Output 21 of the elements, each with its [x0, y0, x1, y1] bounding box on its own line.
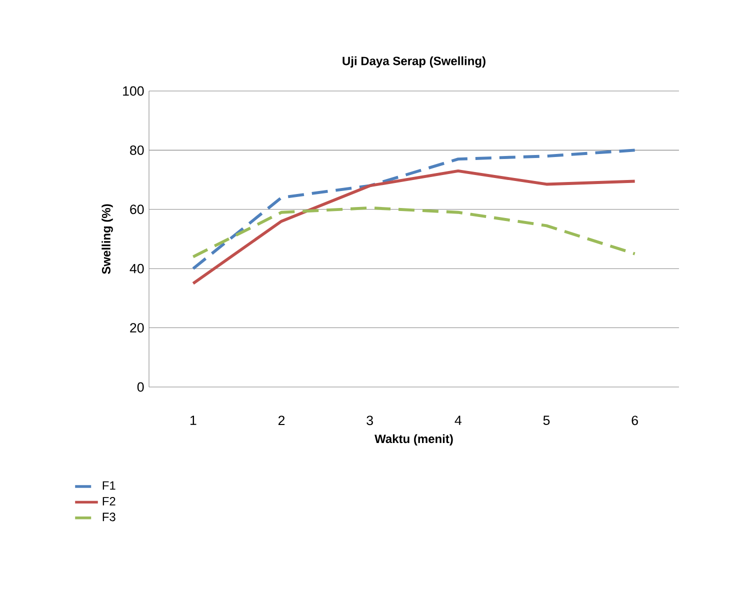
x-tick-label: 6: [632, 416, 638, 426]
x-tick-label: 5: [543, 416, 550, 425]
line-series: [192, 148, 636, 270]
y-tick-label: 20: [130, 323, 144, 333]
line-series: [192, 169, 636, 285]
y-tick-label: 0: [137, 382, 144, 392]
line-series: [192, 206, 636, 258]
y-tick-label: 60: [130, 204, 144, 214]
y-tick-label: 80: [130, 145, 144, 155]
y-axis-title: Swelling (%): [102, 204, 113, 274]
y-tick-label: 100: [123, 86, 144, 96]
x-tick-label: 4: [454, 416, 462, 425]
x-tick-label: 1: [190, 416, 196, 425]
y-tick-label: 40: [130, 264, 144, 274]
x-axis-title: Waktu (menit): [374, 434, 453, 446]
legend-label: F2: [102, 496, 116, 506]
chart-title: Uji Daya Serap (Swelling): [342, 56, 486, 68]
legend-label: F3: [102, 512, 116, 522]
x-tick-label: 3: [366, 416, 373, 426]
legend-label: F1: [102, 481, 116, 490]
x-tick-label: 2: [278, 416, 285, 426]
